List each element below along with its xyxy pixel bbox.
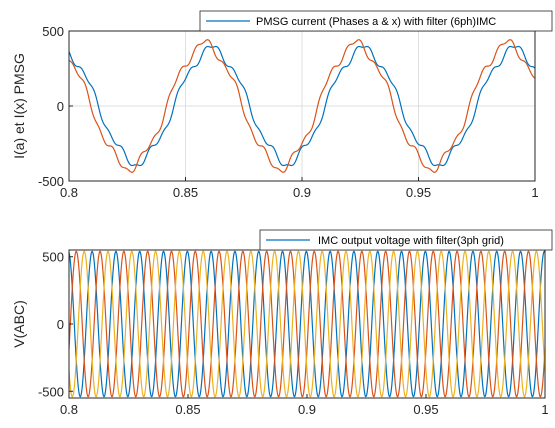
y-axis-label: V(ABC) (11, 300, 27, 347)
chart-pmsg-current: 0.8 0.85 0.9 0.95 1 -500 0 500 I(a) et I(x) PMS… (11, 10, 553, 200)
x-tick-label: 0.9 (293, 185, 311, 200)
y-tick-label: -500 (38, 174, 64, 189)
x-tick-label: 0.95 (406, 185, 431, 200)
y-tick-label: 500 (42, 250, 64, 265)
chart-imc-voltage: 0.8 0.85 0.9 0.95 1 -500 0 500 V(ABC) IMC outpu… (11, 229, 553, 417)
legend: IMC output voltage with filter(3ph grid) (259, 229, 553, 251)
x-tick-label: 0.95 (413, 402, 438, 417)
x-tick-label: 0.85 (175, 402, 200, 417)
x-tick-label: 1 (531, 185, 538, 200)
x-tick-label: 0.8 (60, 185, 78, 200)
series-line-3 (68, 250, 546, 398)
y-tick-label: 500 (42, 24, 64, 39)
x-tick-label: 0.9 (298, 402, 316, 417)
series-line-2 (68, 39, 536, 173)
series-line-1 (68, 45, 536, 167)
y-tick-label: 0 (57, 317, 64, 332)
legend-entry: IMC output voltage with filter(3ph grid) (318, 235, 504, 247)
legend-box (199, 10, 553, 32)
legend-box (259, 229, 553, 251)
legend-entry: PMSG current (Phases a & x) with filter … (256, 16, 496, 28)
y-axis-label: I(a) et I(x) PMSG (11, 53, 27, 159)
x-tick-label: 1 (541, 402, 548, 417)
x-tick-label: 0.85 (173, 185, 198, 200)
y-tick-label: -500 (38, 384, 64, 399)
series-line-1 (68, 250, 546, 398)
series-line-2 (68, 250, 546, 398)
legend: PMSG current (Phases a & x) with filter … (199, 10, 553, 32)
x-tick-label: 0.8 (60, 402, 78, 417)
y-tick-label: 0 (57, 99, 64, 114)
